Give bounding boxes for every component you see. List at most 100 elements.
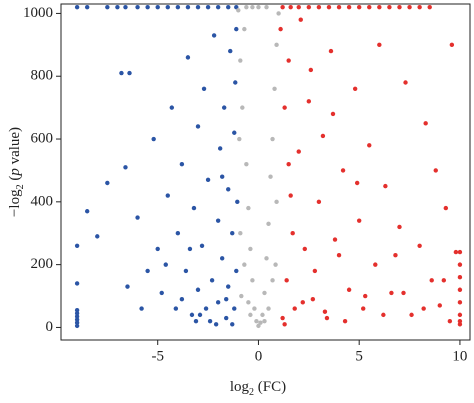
point (139, 306, 144, 311)
point (457, 274, 463, 280)
point (201, 86, 207, 91)
point (211, 33, 217, 38)
point (387, 4, 392, 10)
point (302, 246, 307, 252)
point (363, 293, 368, 299)
point (74, 243, 80, 248)
point (336, 253, 342, 258)
point (443, 205, 449, 211)
point (282, 322, 287, 327)
point (105, 4, 110, 10)
point (123, 4, 128, 10)
y-axis-label: −log2 (p value) (7, 127, 26, 217)
point (256, 323, 261, 329)
point (270, 278, 275, 283)
point (393, 253, 398, 258)
x-tick-label: 0 (255, 348, 263, 364)
point (401, 290, 406, 296)
point (433, 168, 438, 173)
point (417, 4, 422, 10)
point (219, 174, 225, 179)
x-label-part: log (230, 379, 250, 395)
point (427, 4, 432, 10)
point (457, 322, 463, 327)
point (175, 4, 181, 10)
point (74, 317, 80, 322)
point (74, 307, 80, 313)
x-tick-label: 5 (355, 348, 363, 364)
point (248, 312, 253, 318)
point (226, 284, 231, 289)
point (205, 4, 211, 10)
point (324, 315, 330, 321)
point (457, 300, 463, 305)
y-tick-label: 800 (31, 68, 54, 84)
point (238, 58, 243, 63)
point (403, 80, 408, 85)
point (246, 300, 251, 305)
point (409, 312, 414, 318)
point (232, 130, 237, 135)
point (240, 105, 245, 110)
point (74, 281, 80, 286)
point (183, 268, 189, 274)
point (266, 306, 271, 311)
point (185, 55, 191, 60)
point (381, 312, 386, 318)
point (342, 318, 348, 324)
point (346, 4, 352, 10)
point (244, 161, 249, 167)
point (326, 4, 332, 10)
point (135, 215, 140, 220)
point (346, 287, 352, 292)
point (457, 312, 463, 318)
point (199, 243, 205, 248)
point (273, 262, 278, 267)
point (179, 296, 185, 302)
point (274, 199, 279, 205)
point (236, 8, 241, 13)
point (215, 4, 221, 10)
point (272, 86, 277, 91)
y-label-part: −log (7, 189, 23, 217)
point (356, 4, 362, 10)
y-tick-label: 600 (31, 130, 54, 146)
point (179, 161, 185, 167)
point (252, 306, 257, 311)
point (242, 262, 247, 267)
point (205, 177, 211, 183)
point (125, 284, 130, 289)
point (417, 243, 422, 248)
point (209, 278, 215, 283)
point (234, 4, 239, 10)
point (264, 4, 269, 10)
point (290, 231, 295, 236)
point (268, 174, 273, 179)
point (262, 318, 267, 324)
point (173, 306, 179, 311)
y-tick-label: 1000 (23, 5, 53, 21)
point (367, 143, 372, 148)
point (105, 180, 110, 186)
point (151, 136, 156, 142)
point (195, 287, 201, 292)
point (145, 4, 150, 10)
point (224, 296, 229, 302)
x-tick-label: -5 (151, 348, 164, 364)
point (238, 231, 243, 236)
point (441, 278, 447, 283)
point (373, 262, 378, 267)
point (354, 180, 360, 186)
point (239, 293, 244, 299)
x-tick-label: 10 (452, 348, 467, 364)
point (280, 315, 285, 321)
point (155, 246, 160, 252)
point (397, 4, 402, 10)
point (264, 256, 269, 261)
point (320, 133, 326, 139)
point (115, 4, 120, 10)
point (119, 70, 124, 76)
point (226, 187, 231, 192)
point (312, 268, 318, 274)
